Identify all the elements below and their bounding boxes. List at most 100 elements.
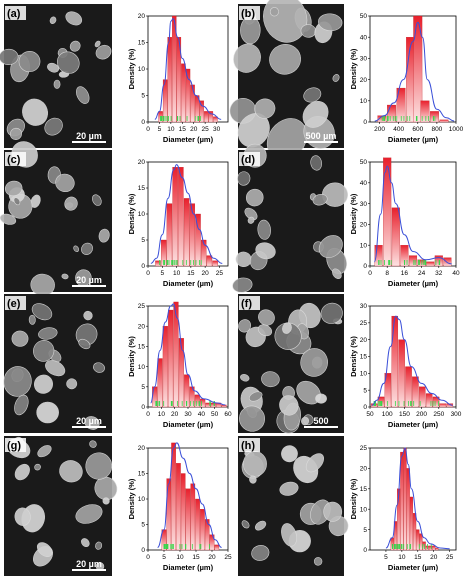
y-tick-label: 5 [141,522,145,529]
density-curve [374,21,455,122]
x-tick-label: 15 [187,270,195,277]
bar [446,403,454,408]
x-tick-label: 100 [382,411,393,418]
y-tick-label: 15 [138,344,146,351]
x-tick-label: 30 [184,411,192,418]
x-tick-label: 40 [198,411,206,418]
bar [409,496,413,551]
x-tick-label: 1000 [449,126,464,133]
density-curve [154,18,222,120]
density-curve [373,165,452,265]
x-axis-label: Diameter (µm) [163,135,214,144]
bar [185,68,191,123]
bar [184,374,190,408]
x-tick-label: 250 [433,411,444,418]
y-tick-label: 5 [363,387,367,394]
y-tick-label: 20 [360,466,368,473]
x-tick-label: 15 [414,554,422,561]
x-tick-label: 20 [430,554,438,561]
x-tick-label: 0 [146,270,150,277]
bar [168,309,174,408]
bar [406,468,410,551]
bar [396,87,406,123]
x-axis-label: Diameter (µm) [163,279,214,288]
y-tick-label: 20 [360,337,368,344]
x-tick-label: 0 [146,126,150,133]
bar [435,547,439,551]
plot-area [369,447,457,551]
x-tick-label: 5 [162,554,166,561]
histogram: 0 8 16 24 32 40 0 10 20 30 40 50 Diameter (µm) Densit… [349,157,460,288]
y-tick-label: 25 [360,320,368,327]
x-tick-label: 15 [192,554,200,561]
bar [167,37,172,123]
sem-image [3,294,112,433]
x-tick-label: 600 [412,126,423,133]
x-tick-label: 30 [213,126,221,133]
bar [195,498,200,551]
bar [398,339,405,408]
bar [200,239,207,267]
bar [393,521,398,551]
panel-b: (b) 500 µm 200 400 600 800 1000 0 10 20 30 40 50 Diam… [229,0,464,161]
bar [439,403,447,408]
y-tick-label: 0 [141,547,145,554]
y-tick-label: 20 [138,445,146,452]
x-axis-label: Diameter (µm) [388,135,439,144]
bar [194,394,200,408]
y-axis-label: Density (%) [349,478,358,519]
bar [166,203,173,267]
bar [408,255,418,267]
y-axis-label: Density (%) [349,336,358,377]
x-tick-label: 16 [401,270,409,277]
bar [204,111,209,123]
scale-bar-label: 20 µm [76,416,102,426]
density-curve [157,442,222,548]
y-axis-label: Density (%) [127,193,136,234]
bar [171,442,176,551]
x-tick-label: 0 [146,554,150,561]
y-tick-label: 20 [138,159,146,166]
bar [419,386,426,408]
x-tick-label: 20 [208,554,216,561]
x-tick-label: 5 [160,270,164,277]
x-tick-label: 25 [202,126,210,133]
bar [405,366,412,408]
y-tick-label: 0 [363,119,367,126]
panel-c: (c) 20 µm 0 5 10 15 20 25 0 5 10 15 20 Diameter (µm) D… [0,141,229,297]
scale-bar-label: 20 µm [76,559,102,569]
bar [426,261,435,267]
bar [412,376,419,408]
bar [212,260,218,267]
x-tick-label: 8 [385,270,389,277]
panel-letter: (h) [241,440,255,452]
y-tick-label: 30 [360,201,368,208]
y-tick-label: 0 [363,547,367,554]
panel-f: (f) 500 50 100 150 200 250 300 0 5 10 15 20 25 30 Diame… [238,294,462,434]
x-tick-label: 10 [173,270,181,277]
y-tick-label: 15 [138,185,146,192]
x-tick-label: 25 [216,270,224,277]
bar [166,478,172,551]
y-tick-label: 15 [138,471,146,478]
scale-bar-label: 500 µm [306,131,337,141]
bar [199,100,204,123]
bar [162,326,168,408]
density-curve [371,315,453,406]
bar [419,533,423,551]
bar [416,529,420,551]
y-tick-label: 10 [360,371,368,378]
bar [422,541,426,551]
bar [432,545,436,551]
panel-g: (g) 20 µm 0 5 10 15 20 25 0 5 10 15 20 Diameter (µm) D… [4,436,232,576]
bar [172,167,178,267]
sem-image [4,436,118,576]
bar [403,447,407,551]
histogram: 50 100 150 200 250 300 0 5 10 15 20 25 30 Diameter (µ… [349,303,462,429]
x-tick-label: 50 [211,411,219,418]
scale-bar-label: 500 [313,416,328,426]
panel-letter: (f) [241,298,252,310]
y-axis-label: Density (%) [127,478,136,519]
